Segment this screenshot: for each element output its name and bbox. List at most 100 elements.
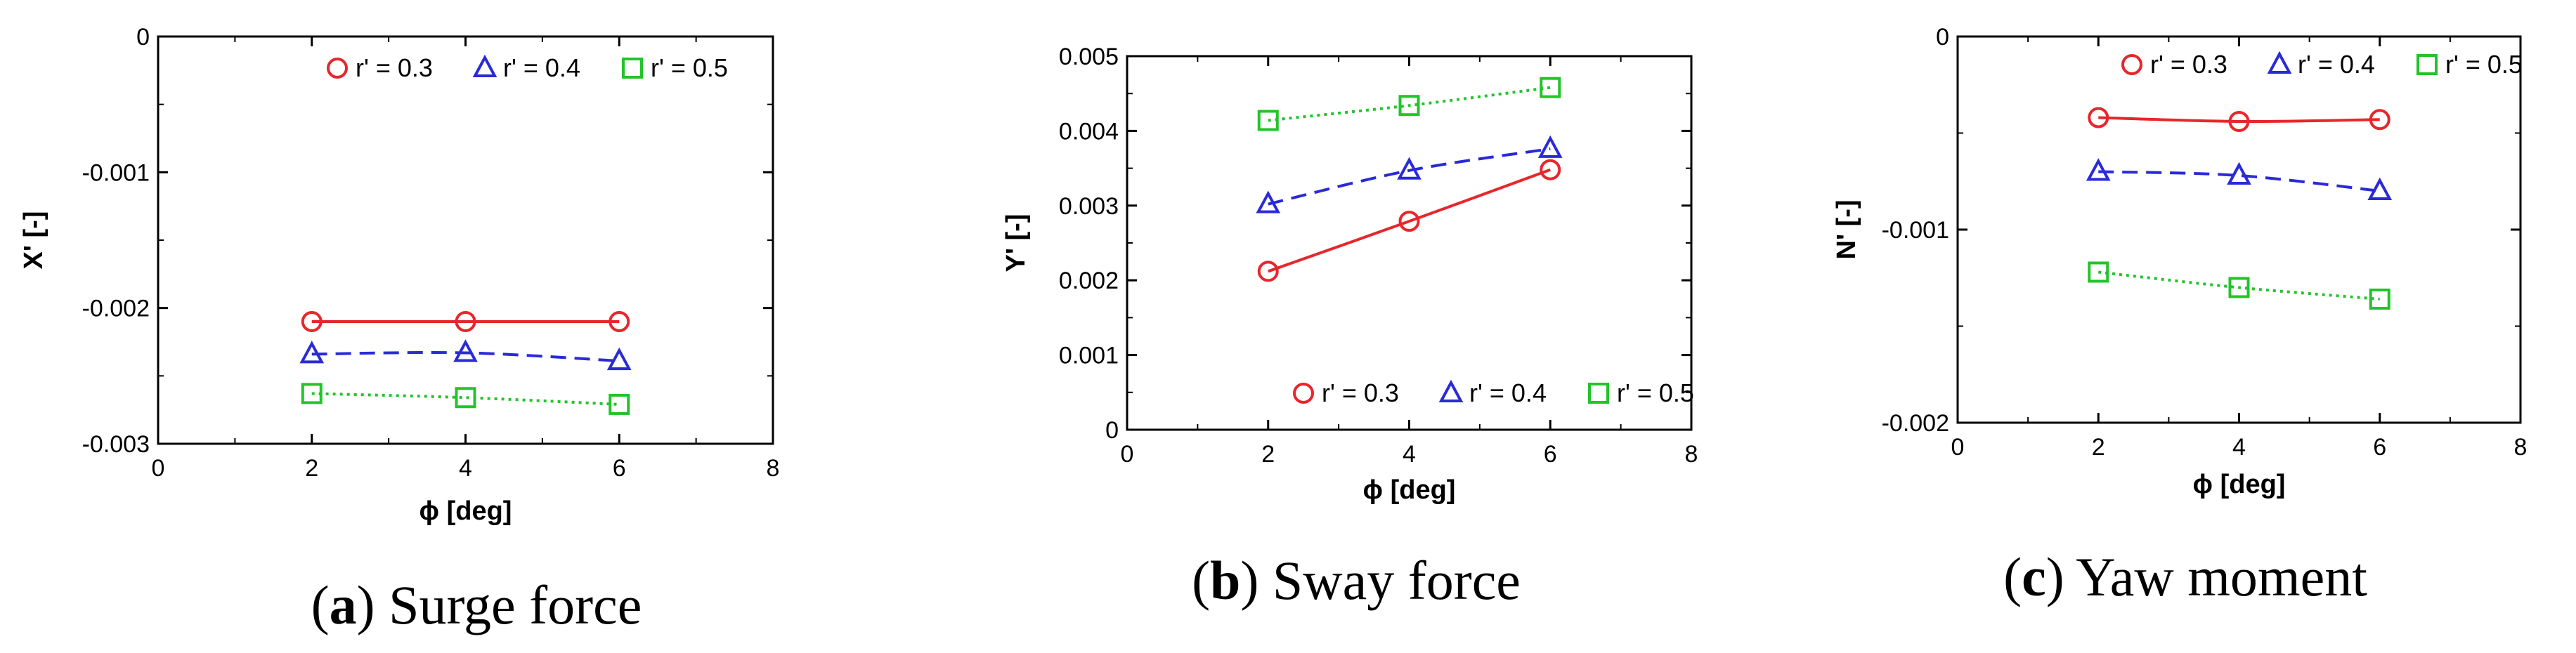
y-tick-label: 0.005 [1059,44,1119,70]
series-r-0-3 [301,311,630,332]
x-axis-label: ϕ [deg] [2193,470,2286,499]
data-point [2369,289,2390,310]
y-tick-label: -0.001 [1882,217,1949,244]
legend-label: r' = 0.3 [356,53,433,82]
data-point [609,393,630,415]
legend-marker [2121,54,2142,75]
series-line [1268,147,1551,206]
series-r-0-4 [2086,158,2393,200]
x-tick-label: 4 [2232,434,2246,461]
y-tick-label: -0.002 [82,296,150,322]
legend-label: r' = 0.4 [2298,50,2375,79]
caption-text: ) Surge force [357,574,642,635]
caption-paren-open: ( [311,574,330,635]
series-line [1268,168,1551,273]
data-point [2088,107,2109,128]
data-point [2367,177,2393,200]
y-axis-label: X' [-] [19,211,48,270]
panel-caption: (a) Surge force [311,574,642,635]
series-r-0-3 [1257,159,1561,282]
legend-label: r' = 0.5 [2445,50,2523,79]
series-line [1268,86,1551,122]
y-tick-label: -0.002 [1882,410,1949,437]
legend-label: r' = 0.3 [1322,378,1399,407]
plot-frame [157,35,774,445]
legend: r' = 0.3 r' = 0.4 r' = 0.5 [2121,50,2523,79]
x-tick-label: 4 [1403,441,1416,468]
x-tick-label: 6 [2373,434,2386,461]
series-r-0-5 [301,383,630,415]
data-point [1257,260,1279,282]
x-tick-label: 6 [613,455,626,482]
legend-label: r' = 0.4 [503,53,580,82]
y-tick-label: -0.001 [82,159,150,186]
data-point [1256,190,1281,213]
y-tick-label: -0.003 [82,431,150,458]
plot-frame [1956,35,2522,424]
series-line [2098,170,2380,192]
series-r-0-5 [1257,77,1561,131]
x-tick-label: 8 [767,455,780,482]
chart-panel-b: 0 2 4 6 8 0 0.001 0.002 0.003 0.004 0.005 ϕ [deg] Y'… [1001,44,1698,611]
y-tick-label: 0.003 [1059,193,1119,220]
x-tick-label: 8 [2514,434,2528,461]
legend-label: r' = 0.3 [2150,50,2227,79]
caption-letter: b [1210,550,1240,611]
caption-text: ) Yaw moment [2046,546,2368,607]
legend-marker [472,54,497,77]
data-point [2227,161,2251,185]
x-tick-label: 0 [152,455,165,482]
legend-marker [327,58,348,79]
data-point [301,383,323,404]
data-point [1397,157,1422,180]
legend-marker [1438,379,1464,402]
panel-caption: (c) Yaw moment [2003,546,2367,607]
x-tick-label: 0 [1951,434,1965,461]
data-point [2088,261,2109,283]
data-point [2228,277,2250,298]
series-r-0-4 [1256,135,1563,213]
data-point [1398,211,1420,232]
data-point [1537,135,1563,158]
series-r-0-5 [2088,261,2390,310]
legend-marker [1293,383,1314,404]
data-point [1540,159,1561,180]
caption-paren-open: ( [1192,550,1210,611]
chart-panel-a: 0 2 4 6 8 0 -0.001 -0.002 -0.003 ϕ [deg] X' [-] r' … [19,24,779,635]
data-point [2086,158,2111,181]
y-tick-label: 0 [136,24,150,51]
data-point [606,347,632,371]
y-tick-label: 0 [1105,417,1119,444]
x-tick-label: 4 [459,455,472,482]
y-tick-label: 0 [1936,24,1949,51]
series-r-0-4 [299,339,632,371]
plot-frame [1126,55,1693,431]
legend-label: r' = 0.4 [1469,378,1547,407]
legend-marker [1588,383,1609,404]
caption-paren-open: ( [2003,546,2022,607]
data-point [455,311,476,332]
x-axis-label: ϕ [deg] [419,496,512,526]
data-point [301,311,323,332]
data-point [1398,95,1420,117]
x-tick-label: 6 [1544,441,1557,468]
y-axis-label: N' [-] [1832,200,1861,260]
x-tick-label: 2 [1261,441,1275,468]
y-tick-label: 0.001 [1059,343,1119,369]
caption-letter: c [2022,546,2046,607]
legend-label: r' = 0.5 [1617,378,1694,407]
data-point [453,339,478,362]
data-point [2228,111,2250,132]
y-axis-label: Y' [-] [1001,214,1031,272]
series-line [311,392,620,406]
x-tick-label: 0 [1121,441,1134,468]
legend-marker [622,58,643,79]
legend: r' = 0.3 r' = 0.4 r' = 0.5 [327,53,728,82]
x-tick-label: 2 [2092,434,2105,461]
data-point [1540,77,1561,98]
series-r-0-3 [2088,107,2390,132]
x-tick-label: 8 [1685,441,1698,468]
series-line [311,351,620,363]
